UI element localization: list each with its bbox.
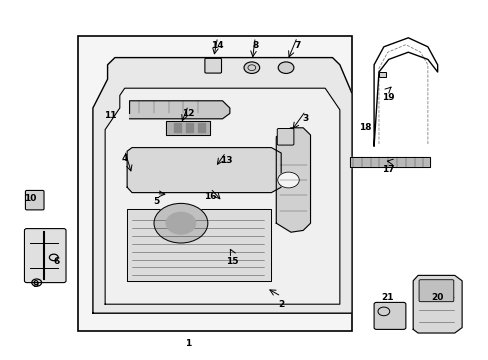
Circle shape [278, 62, 293, 73]
Text: 4: 4 [121, 154, 128, 163]
Text: 15: 15 [225, 256, 238, 266]
Circle shape [244, 62, 259, 73]
FancyBboxPatch shape [24, 229, 66, 283]
Polygon shape [105, 88, 339, 304]
FancyBboxPatch shape [418, 280, 453, 302]
Circle shape [154, 203, 207, 243]
FancyBboxPatch shape [25, 190, 44, 210]
Polygon shape [198, 123, 205, 132]
Text: 8: 8 [252, 41, 258, 50]
Polygon shape [127, 209, 271, 281]
Text: 11: 11 [103, 111, 116, 120]
FancyBboxPatch shape [204, 58, 221, 73]
Polygon shape [185, 123, 193, 132]
Polygon shape [127, 148, 281, 193]
FancyBboxPatch shape [378, 72, 386, 77]
Text: 1: 1 [185, 339, 191, 348]
Text: 5: 5 [153, 197, 159, 206]
FancyBboxPatch shape [277, 129, 293, 145]
Text: 7: 7 [293, 41, 300, 50]
Text: 2: 2 [278, 300, 284, 309]
Text: 6: 6 [53, 256, 59, 266]
Circle shape [277, 172, 299, 188]
Text: 18: 18 [359, 123, 371, 132]
Text: 9: 9 [32, 280, 39, 289]
Polygon shape [93, 58, 351, 313]
Text: 20: 20 [430, 292, 443, 302]
Polygon shape [166, 121, 210, 135]
Text: 14: 14 [211, 41, 224, 50]
Text: 21: 21 [381, 292, 393, 302]
Text: 3: 3 [302, 114, 308, 123]
Polygon shape [173, 123, 181, 132]
Polygon shape [349, 157, 429, 167]
Text: 10: 10 [24, 194, 37, 202]
Text: 17: 17 [382, 165, 394, 174]
Polygon shape [129, 101, 229, 119]
Circle shape [166, 212, 195, 234]
Polygon shape [412, 275, 461, 333]
Text: 13: 13 [219, 156, 232, 165]
Polygon shape [276, 128, 310, 232]
FancyBboxPatch shape [78, 36, 351, 331]
Text: 12: 12 [182, 109, 194, 118]
FancyBboxPatch shape [373, 302, 405, 329]
Text: 19: 19 [382, 93, 394, 102]
Text: 16: 16 [203, 192, 216, 201]
